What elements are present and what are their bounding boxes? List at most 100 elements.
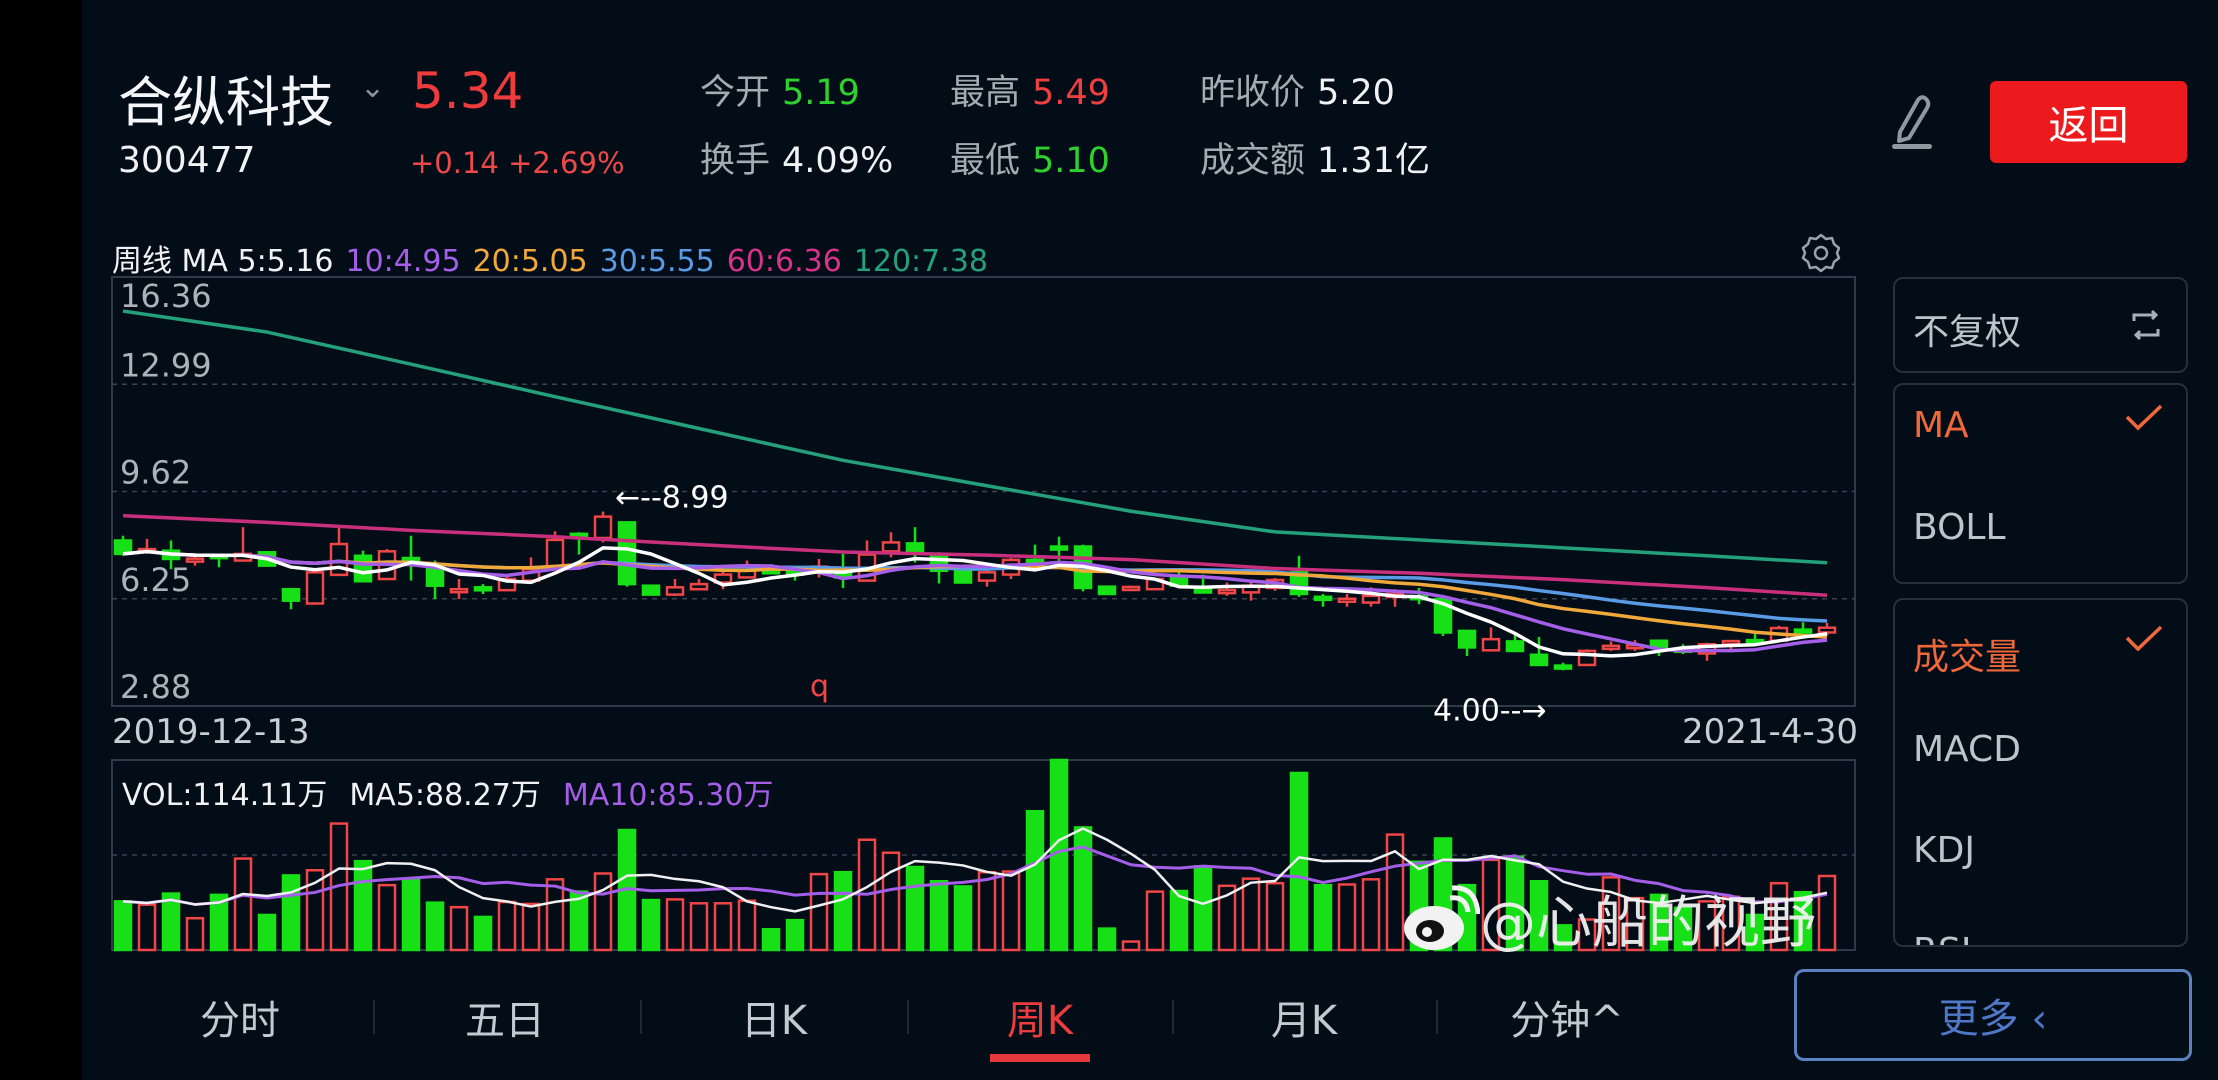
current-price: 5.34 bbox=[412, 62, 524, 120]
volume-bar bbox=[1313, 883, 1333, 952]
stat-value: 5.20 bbox=[1317, 73, 1395, 113]
tab-5[interactable]: 分钟^ bbox=[1510, 998, 1624, 1044]
volume-bar bbox=[809, 872, 829, 952]
legend-item: 10:4.95 bbox=[345, 244, 461, 279]
stat-3: 换手 4.09% bbox=[700, 132, 893, 183]
candle bbox=[1553, 662, 1573, 671]
volume-bar bbox=[353, 859, 373, 952]
legend-item: MA5:88.27万 bbox=[349, 778, 541, 813]
volume-bar bbox=[233, 857, 253, 952]
gear-icon[interactable] bbox=[1800, 232, 1842, 274]
volume-bar bbox=[1265, 881, 1285, 952]
candle-body bbox=[449, 587, 469, 594]
candle-body bbox=[665, 586, 685, 596]
candle-body bbox=[497, 577, 517, 592]
pencil-icon[interactable] bbox=[1888, 92, 1934, 152]
stat-label: 昨收价 bbox=[1200, 73, 1306, 113]
chart-marker: q bbox=[810, 669, 829, 704]
candle bbox=[425, 560, 445, 600]
y-tick-label: 12.99 bbox=[120, 346, 212, 384]
ma60-line bbox=[122, 513, 1828, 597]
stat-1: 最高 5.49 bbox=[950, 64, 1110, 115]
legend-item: VOL:114.11万 bbox=[122, 778, 328, 813]
stat-label: 换手 bbox=[700, 141, 771, 181]
candle bbox=[281, 587, 301, 610]
legend-item: 60:6.36 bbox=[726, 244, 842, 279]
candle-body bbox=[281, 587, 301, 602]
ma-legend: 周线 MA 5:5.16 10:4.95 20:5.05 30:5.55 60:6.36… bbox=[112, 236, 1000, 280]
volume-bar bbox=[1625, 896, 1645, 952]
candle-body bbox=[953, 568, 973, 584]
candle-body bbox=[689, 582, 709, 591]
volume-bar bbox=[209, 893, 229, 952]
indicator-1[interactable]: MACD bbox=[1913, 729, 2021, 770]
volume-bar bbox=[1649, 893, 1669, 952]
candle-body bbox=[1505, 640, 1525, 653]
volume-bar bbox=[1169, 889, 1189, 952]
stat-4: 最低 5.10 bbox=[950, 132, 1110, 183]
candle-body bbox=[305, 571, 325, 605]
volume-bar bbox=[1745, 913, 1765, 952]
stock-name[interactable]: 合纵科技 bbox=[118, 71, 334, 134]
volume-bar bbox=[137, 903, 157, 952]
candle-body bbox=[1433, 597, 1453, 634]
x-end-date: 2021-4-30 bbox=[1682, 712, 1858, 752]
chevron-down-icon[interactable]: ⌄ bbox=[360, 70, 386, 105]
back-button[interactable]: 返回 bbox=[1990, 81, 2187, 163]
volume-bar bbox=[1361, 878, 1381, 952]
volume-bar bbox=[185, 916, 205, 952]
tab-3[interactable]: 周K bbox=[1006, 998, 1074, 1044]
volume-ma5-line bbox=[122, 827, 1828, 913]
watermark: @心船的视野 bbox=[1400, 878, 1816, 959]
candle-body bbox=[1817, 626, 1837, 634]
legend-item: MA10:85.30万 bbox=[562, 778, 774, 813]
volume-bar bbox=[1001, 870, 1021, 952]
high-annotation: ←--8.99 bbox=[615, 481, 729, 516]
volume-bar bbox=[281, 874, 301, 952]
candle bbox=[1217, 582, 1237, 596]
candle-body bbox=[1481, 637, 1501, 652]
volume-bar bbox=[377, 883, 397, 952]
candle bbox=[1601, 641, 1621, 651]
weibo-logo-icon bbox=[1404, 884, 1480, 950]
stat-2: 昨收价 5.20 bbox=[1200, 64, 1395, 115]
candle bbox=[1337, 593, 1357, 607]
volume-bar bbox=[1121, 940, 1141, 952]
legend-item: 120:7.38 bbox=[853, 244, 988, 279]
tab-4[interactable]: 月K bbox=[1270, 998, 1338, 1044]
candle-body bbox=[1553, 664, 1573, 670]
indicator-2[interactable]: KDJ bbox=[1913, 830, 1975, 871]
candle bbox=[1121, 585, 1141, 592]
candle bbox=[977, 567, 997, 587]
tab-separator bbox=[1172, 1000, 1174, 1034]
candle-body bbox=[353, 554, 373, 583]
legend-item: 30:5.55 bbox=[599, 244, 715, 279]
candle bbox=[641, 584, 661, 596]
more-button[interactable]: 更多 ‹ bbox=[1794, 969, 2192, 1061]
candle-body bbox=[1121, 585, 1141, 592]
tab-2[interactable]: 日K bbox=[740, 998, 808, 1044]
ma120-line bbox=[122, 309, 1828, 565]
swap-icon[interactable] bbox=[2128, 307, 2164, 343]
indicator-3[interactable]: RSI bbox=[1913, 931, 1971, 945]
sub-indicator-panel: 成交量 MACD KDJ RSI bbox=[1893, 598, 2188, 947]
volume-bar bbox=[689, 902, 709, 952]
candle-body bbox=[545, 538, 565, 569]
volume-bar bbox=[1385, 833, 1405, 952]
indicator-boll[interactable]: BOLL bbox=[1913, 507, 2006, 548]
volume-bar bbox=[1817, 874, 1837, 952]
candle-body bbox=[905, 542, 925, 554]
stock-code: 300477 bbox=[118, 140, 256, 181]
y-tick-label: 9.62 bbox=[120, 454, 191, 492]
indicator-ma[interactable]: MA bbox=[1913, 405, 1969, 446]
watermark-text: @心船的视野 bbox=[1480, 891, 1816, 956]
candle-body bbox=[1793, 628, 1813, 634]
tab-0[interactable]: 分时 bbox=[200, 998, 280, 1044]
volume-bar bbox=[1529, 880, 1549, 952]
indicator-0[interactable]: 成交量 bbox=[1913, 637, 2022, 678]
adjust-selector[interactable]: 不复权 bbox=[1893, 277, 2188, 373]
tab-1[interactable]: 五日 bbox=[465, 998, 545, 1044]
volume-bar bbox=[1289, 771, 1309, 952]
y-tick-label: 6.25 bbox=[120, 561, 191, 599]
